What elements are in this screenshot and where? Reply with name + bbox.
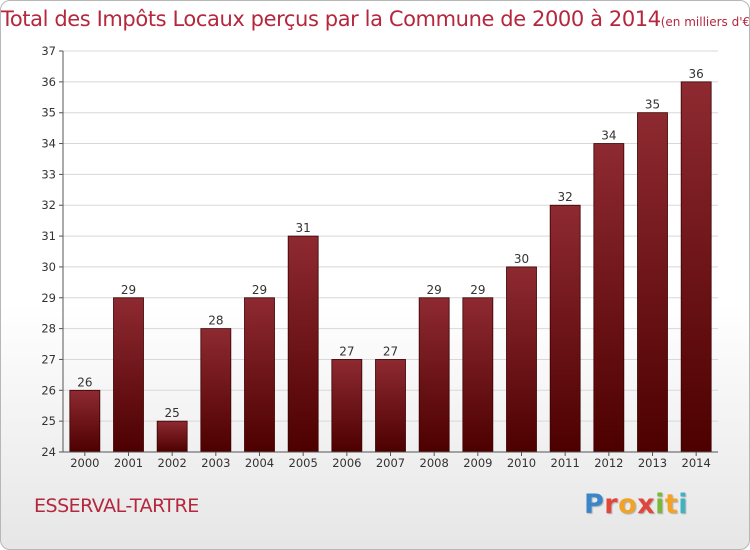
data-label: 29	[427, 283, 442, 297]
logo-letter: r	[604, 489, 619, 520]
logo-letter: i	[655, 489, 665, 520]
x-tick-label: 2005	[289, 456, 318, 470]
y-tick-label: 24	[41, 445, 56, 459]
x-tick-label: 2000	[70, 456, 99, 470]
data-label: 32	[558, 190, 573, 204]
bar	[680, 81, 712, 453]
data-label: 34	[601, 129, 616, 143]
bar	[506, 266, 537, 453]
x-tick-label: 2009	[463, 456, 492, 470]
y-tick-label: 30	[41, 260, 56, 274]
y-tick-label: 32	[41, 198, 56, 212]
data-label: 30	[514, 252, 529, 266]
bar	[287, 235, 319, 453]
y-tick-label: 29	[41, 291, 56, 305]
bar	[375, 359, 406, 453]
chart-title-text: Total des Impôts Locaux perçus par la Co…	[1, 7, 661, 31]
y-tick-label: 36	[41, 75, 56, 89]
y-tick-label: 28	[41, 322, 56, 336]
data-label: 35	[645, 98, 660, 112]
x-tick-label: 2003	[201, 456, 230, 470]
y-tick-label: 26	[41, 383, 56, 397]
bars	[69, 81, 712, 453]
x-tick-label: 2014	[682, 456, 711, 470]
x-tick-label: 2010	[507, 456, 536, 470]
data-label: 27	[339, 344, 354, 358]
data-label: 25	[165, 406, 180, 420]
x-tick-label: 2011	[551, 456, 580, 470]
x-tick-label: 2013	[638, 456, 667, 470]
logo-letter: t	[664, 489, 679, 520]
bar	[200, 328, 232, 453]
proxiti-logo: Proxiti	[584, 489, 688, 520]
axes: 24 25 26 27 28 29 30 31 32 33 34 35 36 37 2000 2001 2002…	[41, 44, 718, 470]
x-tick-label: 2007	[376, 456, 405, 470]
bar	[156, 420, 188, 453]
x-tick-label: 2004	[245, 456, 274, 470]
data-label: 27	[383, 344, 398, 358]
x-tick-label: 2008	[420, 456, 449, 470]
bar	[331, 359, 363, 453]
x-tick-label: 2012	[594, 456, 623, 470]
logo-letter: i	[678, 489, 689, 520]
bar	[418, 297, 450, 453]
x-tick-label: 2006	[332, 456, 361, 470]
chart-title: Total des Impôts Locaux perçus par la Co…	[1, 7, 750, 31]
logo-letter: x	[637, 489, 656, 520]
y-tick-label: 25	[41, 414, 56, 428]
bar	[113, 297, 144, 453]
commune-name: ESSERVAL-TARTRE	[34, 495, 199, 517]
data-label: 29	[121, 283, 136, 297]
chart-subtitle: (en milliers d'€)	[660, 15, 750, 29]
y-tick-label: 35	[41, 106, 56, 120]
data-label: 29	[252, 283, 267, 297]
data-label: 28	[208, 314, 223, 328]
data-label: 36	[689, 67, 704, 81]
data-label: 31	[296, 221, 311, 235]
bar	[244, 297, 275, 453]
logo-letter: P	[584, 489, 605, 520]
bar	[637, 112, 668, 453]
bar	[593, 143, 625, 453]
y-tick-label: 31	[41, 229, 56, 243]
logo-letter: o	[618, 489, 638, 520]
y-tick-label: 27	[41, 352, 56, 366]
bar	[69, 389, 101, 453]
x-tick-label: 2002	[158, 456, 187, 470]
y-tick-label: 33	[41, 167, 56, 181]
y-tick-label: 34	[41, 137, 56, 151]
y-tick-label: 37	[41, 44, 56, 58]
bar	[549, 204, 581, 453]
data-label: 29	[470, 283, 485, 297]
labels: 26 29 25 28 29 31 27 27 29 29 30 32 34 35 36	[77, 67, 704, 420]
data-label: 26	[77, 375, 92, 389]
x-tick-label: 2001	[114, 456, 143, 470]
bar	[462, 297, 494, 453]
